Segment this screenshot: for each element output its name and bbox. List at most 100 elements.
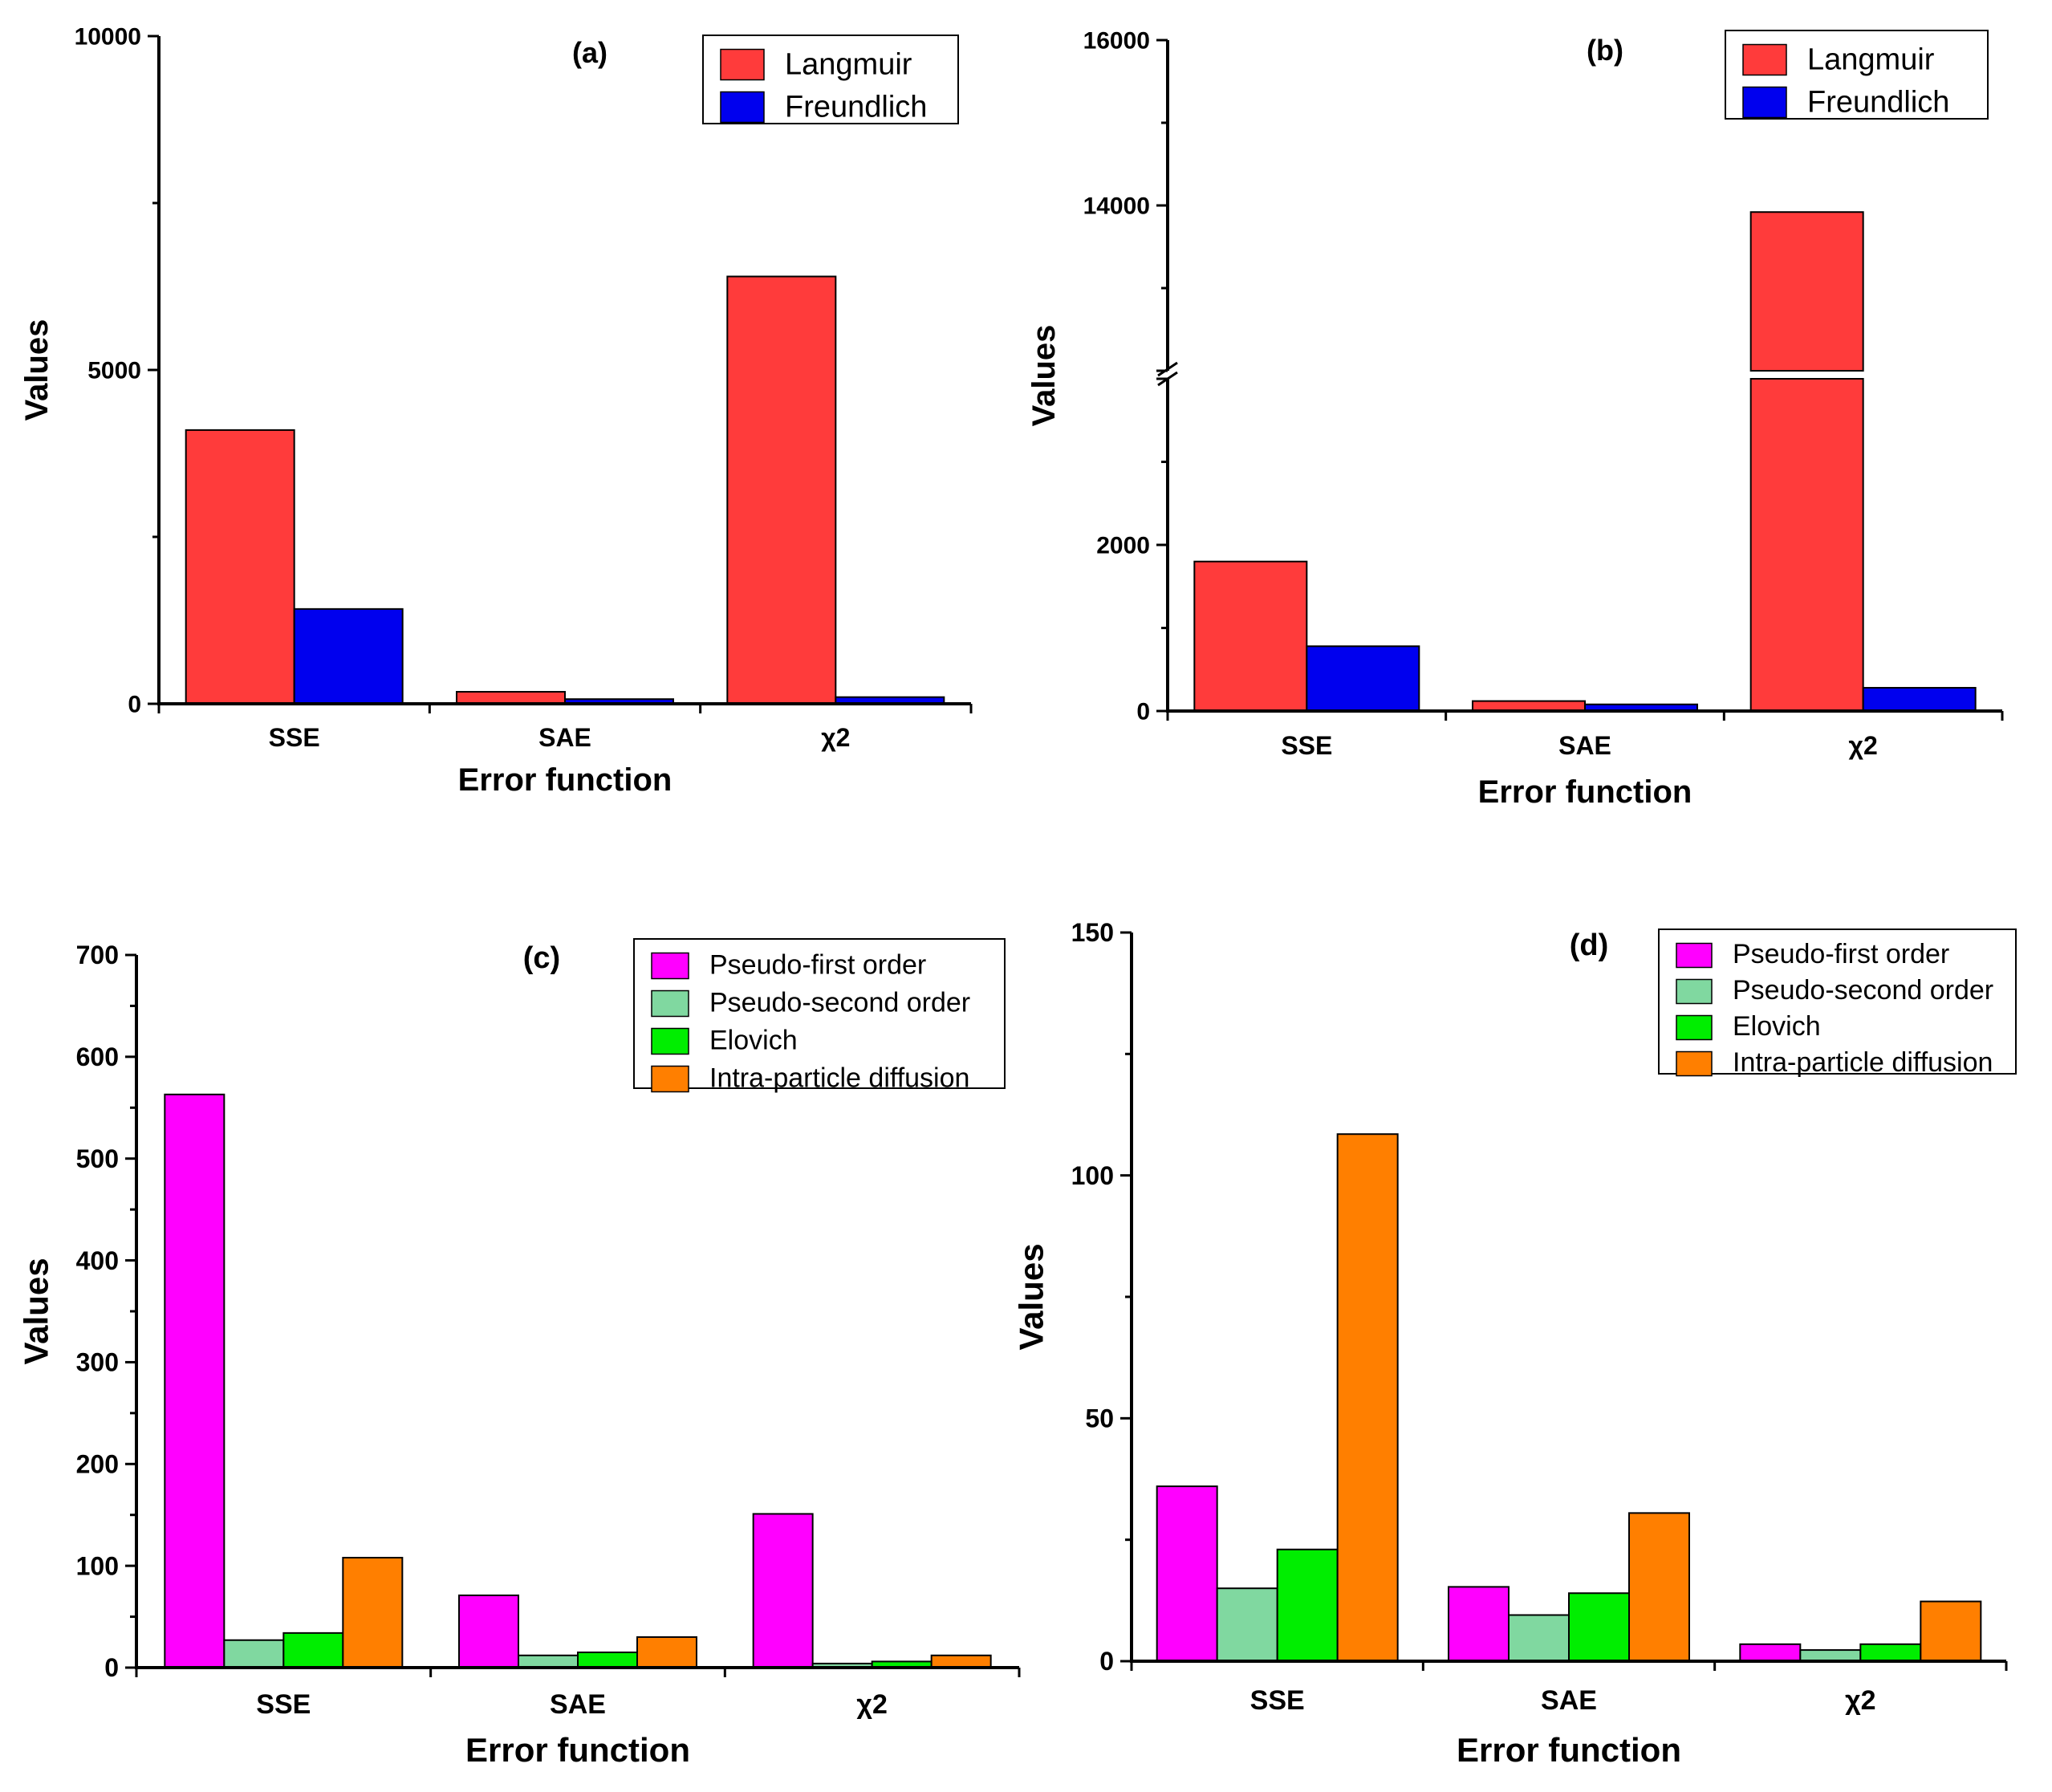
bar-d-pseudo-first-order-1 <box>1448 1586 1510 1662</box>
y-tick-label-a: 5000 <box>87 358 141 384</box>
legend-label-b: Langmuir <box>1807 43 1935 77</box>
legend-swatch-d <box>1676 978 1713 1005</box>
legend-d: Pseudo-first order Pseudo-second order Elo… <box>1658 929 2017 1078</box>
legend-label-d: Pseudo-first order <box>1733 939 1949 969</box>
bar-a-langmuir-1 <box>456 691 566 705</box>
bar-c-intra-particle-diffusion-1 <box>636 1636 697 1669</box>
y-axis-title-c: Values <box>18 1258 55 1364</box>
y-tick-label-c: 400 <box>76 1246 119 1275</box>
x-category-label-b: SSE <box>1281 731 1332 760</box>
x-category-label-d: SAE <box>1541 1685 1597 1716</box>
legend-c: Pseudo-first order Pseudo-second order Elo… <box>633 938 1006 1094</box>
bar-d-pseudo-second-order-1 <box>1508 1614 1570 1663</box>
y-tick-label-c: 0 <box>104 1653 119 1682</box>
bar-c-elovich-1 <box>577 1651 638 1669</box>
bar-d-intra-particle-diffusion-1 <box>1628 1512 1690 1663</box>
y-tick-label-d: 100 <box>1071 1161 1114 1190</box>
bar-c-intra-particle-diffusion-0 <box>342 1556 404 1668</box>
bar-b-freundlich-0 <box>1306 645 1420 713</box>
axis-break-mark-1 <box>1157 361 1178 377</box>
bar-d-elovich-0 <box>1276 1548 1339 1662</box>
panel-label-b: (b) <box>1587 34 1623 67</box>
bar-d-intra-particle-diffusion-0 <box>1336 1133 1399 1663</box>
x-category-label-d: χ2 <box>1845 1685 1875 1716</box>
y-tick-label-b: 16000 <box>1083 28 1150 55</box>
bar-d-pseudo-first-order-2 <box>1739 1643 1802 1663</box>
legend-label-d: Elovich <box>1733 1011 1821 1042</box>
panel-label-a: (a) <box>572 36 607 69</box>
y-axis-title-b: Values <box>1026 325 1062 427</box>
bar-c-pseudo-first-order-0 <box>164 1093 226 1668</box>
legend-label-c: Pseudo-second order <box>709 988 970 1018</box>
chart-a-svg: 0 5000 10000 SSE SAE χ2 Error function Values (a… <box>19 24 973 798</box>
x-category-label-d: SSE <box>1250 1685 1305 1716</box>
legend-label-d: Pseudo-second order <box>1733 975 1993 1006</box>
y-axis-title-d: Values <box>1013 1243 1050 1350</box>
y-tick-label-c: 700 <box>76 941 119 969</box>
bar-c-pseudo-first-order-1 <box>458 1594 519 1669</box>
legend-label-a: Langmuir <box>785 48 912 82</box>
bar-d-pseudo-second-order-2 <box>1799 1649 1862 1662</box>
x-axis-title-c: Error function <box>465 1731 690 1769</box>
legend-swatch-c <box>651 1065 689 1093</box>
chart-b-svg: 0 2000 14000 16000 SSE SAE χ2 Error function Val… <box>1026 28 2004 810</box>
x-category-label-b: χ2 <box>1849 731 1878 760</box>
bar-b-freundlich-2 <box>1862 687 1977 713</box>
x-axis-title-b: Error function <box>1478 774 1692 810</box>
x-category-label-a: SSE <box>269 723 320 752</box>
bar-d-pseudo-first-order-0 <box>1156 1485 1218 1663</box>
panel-label-d: (d) <box>1570 929 1609 962</box>
y-tick-label-c: 300 <box>76 1348 119 1377</box>
x-category-label-c: χ2 <box>856 1689 887 1720</box>
bar-c-intra-particle-diffusion-2 <box>930 1654 992 1669</box>
chart-panel-c: 0 100 200 300 400 500 600 700 SSE SAE χ2 Error func… <box>0 891 1021 1792</box>
legend-label-b: Freundlich <box>1807 86 1949 120</box>
y-tick-label-c: 100 <box>76 1551 119 1580</box>
chart-panel-a: 0 5000 10000 SSE SAE χ2 Error function Values (a… <box>0 0 1019 843</box>
legend-b: Langmuir Freundlich <box>1725 30 1989 120</box>
chart-panel-b: 0 2000 14000 16000 SSE SAE χ2 Error function Val… <box>1019 0 2052 843</box>
panel-label-c: (c) <box>523 941 560 975</box>
bar-a-freundlich-0 <box>293 607 404 705</box>
y-tick-label-b: 14000 <box>1083 193 1150 220</box>
legend-label-a: Freundlich <box>785 91 927 124</box>
legend-label-c: Intra-particle diffusion <box>709 1063 969 1094</box>
bar-c-pseudo-second-order-0 <box>223 1639 285 1669</box>
bar-d-elovich-2 <box>1859 1643 1922 1663</box>
legend-swatch-a <box>720 48 765 81</box>
bar-a-langmuir-0 <box>185 429 295 705</box>
y-tick-label-a: 0 <box>128 692 141 718</box>
legend-box-d <box>1658 929 2017 1075</box>
x-axis-title-d: Error function <box>1457 1731 1681 1769</box>
legend-box-c <box>633 938 1006 1089</box>
bar-a-langmuir-2 <box>726 275 837 705</box>
y-tick-label-b: 0 <box>1136 699 1150 725</box>
legend-swatch-d <box>1676 942 1713 969</box>
legend-swatch-d <box>1676 1050 1713 1077</box>
y-tick-label-c: 200 <box>76 1449 119 1478</box>
legend-swatch-a <box>720 91 765 124</box>
x-category-label-a: SAE <box>538 723 591 752</box>
x-category-label-c: SSE <box>256 1689 311 1720</box>
chart-c-svg: 0 100 200 300 400 500 600 700 SSE SAE χ2 Error func… <box>18 938 1021 1769</box>
y-tick-label-b: 2000 <box>1096 533 1150 559</box>
chart-panel-d: 0 50 100 150 SSE SAE χ2 Error function Values (d)… <box>1003 891 2052 1792</box>
bar-d-intra-particle-diffusion-2 <box>1920 1600 1982 1663</box>
legend-swatch-d <box>1676 1014 1713 1041</box>
bar-b-langmuir-2-lower <box>1749 378 1864 712</box>
legend-swatch-b <box>1742 43 1787 76</box>
legend-a: Langmuir Freundlich <box>702 35 959 124</box>
legend-swatch-c <box>651 1027 689 1055</box>
y-tick-label-a: 10000 <box>75 24 141 51</box>
legend-swatch-c <box>651 952 689 980</box>
bar-d-pseudo-second-order-0 <box>1216 1587 1278 1663</box>
legend-label-c: Pseudo-first order <box>709 950 926 981</box>
y-axis-title-a: Values <box>19 319 55 421</box>
bar-c-elovich-0 <box>282 1631 344 1669</box>
legend-swatch-c <box>651 989 689 1018</box>
y-tick-label-d: 150 <box>1071 918 1114 947</box>
bar-c-pseudo-second-order-1 <box>518 1654 579 1669</box>
x-axis-title-a: Error function <box>458 762 672 798</box>
y-tick-label-d: 50 <box>1085 1404 1114 1433</box>
legend-swatch-b <box>1742 86 1787 119</box>
